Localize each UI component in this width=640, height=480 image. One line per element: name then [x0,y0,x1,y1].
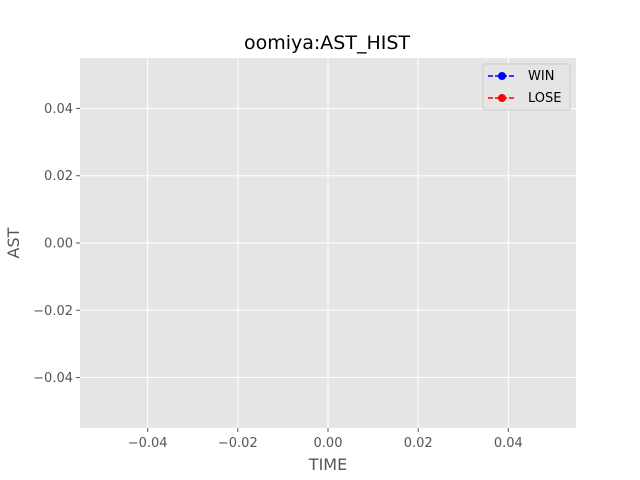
legend-label-win: WIN [528,69,554,84]
legend-entry-lose: LOSE [488,91,561,106]
chart-title: oomiya:AST_HIST [244,32,410,54]
y-axis: −0.04 −0.02 0.00 0.02 0.04 [33,102,80,386]
legend-entry-win: WIN [488,69,554,84]
y-tick-label: 0.00 [44,237,73,252]
x-axis: −0.04 −0.02 0.00 0.02 0.04 [128,428,523,451]
x-tick-label: −0.02 [218,436,258,451]
legend-label-lose: LOSE [528,91,561,106]
x-tick-label: 0.00 [314,436,343,451]
y-tick-label: 0.04 [44,102,73,117]
y-tick-label: −0.04 [33,371,73,386]
legend-marker-win [498,72,506,80]
legend-marker-lose [498,94,506,102]
x-tick-label: −0.04 [128,436,168,451]
y-tick-label: 0.02 [44,169,73,184]
legend: WIN LOSE [482,63,571,111]
y-axis-label: AST [4,227,23,258]
x-tick-label: 0.02 [404,436,433,451]
x-axis-label: TIME [308,455,347,474]
y-tick-label: −0.02 [33,304,73,319]
x-tick-label: 0.04 [494,436,523,451]
